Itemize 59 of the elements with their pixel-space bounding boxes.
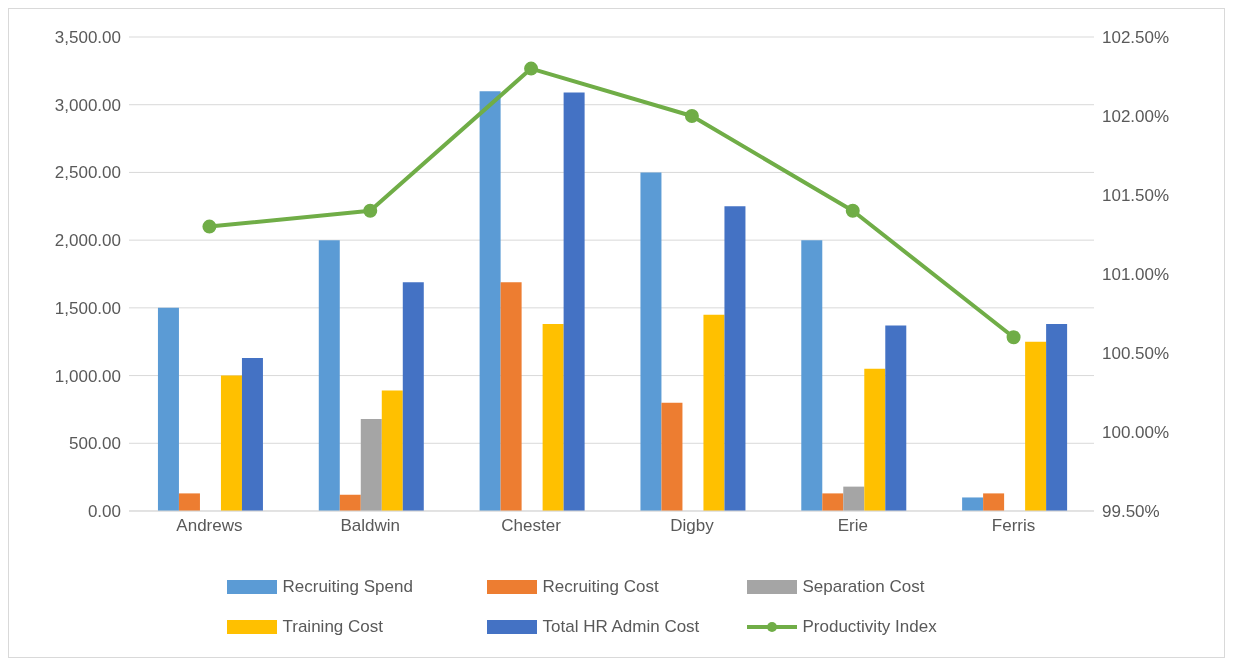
point xyxy=(524,61,539,76)
legend-label: Separation Cost xyxy=(802,577,925,597)
bar xyxy=(339,494,361,511)
bar xyxy=(241,357,263,511)
y2-tick-label: 100.50% xyxy=(1102,344,1170,364)
legend-label: Productivity Index xyxy=(802,617,937,637)
y-tick-label: 1,500.00 xyxy=(54,298,121,318)
bar xyxy=(801,240,823,511)
bar xyxy=(822,493,844,511)
y2-tick-label: 99.50% xyxy=(1102,502,1160,522)
y-tick-label: 3,000.00 xyxy=(54,95,121,115)
bar xyxy=(843,486,865,511)
bar xyxy=(542,324,564,511)
point xyxy=(363,203,378,218)
legend-label: Total HR Admin Cost xyxy=(542,617,700,637)
y-tick-label: 500.00 xyxy=(69,434,121,454)
bar xyxy=(1025,341,1047,511)
point xyxy=(1006,330,1021,345)
legend-label: Recruiting Spend xyxy=(282,577,413,597)
y-tick-label: 2,500.00 xyxy=(54,163,121,183)
y-tick-label: 3,500.00 xyxy=(54,28,121,48)
bar xyxy=(983,493,1005,511)
legend-label: Training Cost xyxy=(282,617,383,637)
bar xyxy=(157,307,179,511)
bar xyxy=(479,91,501,511)
y-tick-label: 0.00 xyxy=(87,502,121,522)
bar xyxy=(500,282,522,511)
y2-tick-label: 101.00% xyxy=(1102,265,1170,285)
bar xyxy=(885,325,907,511)
bar xyxy=(220,375,242,511)
bar xyxy=(962,497,984,511)
point xyxy=(684,109,699,123)
y2-tick-label: 102.50% xyxy=(1102,28,1170,48)
bar xyxy=(703,314,725,511)
bar xyxy=(1046,324,1068,511)
x-tick-label: Erie xyxy=(837,516,868,536)
x-tick-label: Digby xyxy=(670,516,715,536)
x-tick-label: Baldwin xyxy=(340,516,401,536)
y-tick-label: 1,000.00 xyxy=(54,366,121,386)
y2-tick-label: 101.50% xyxy=(1102,186,1170,206)
bar xyxy=(360,418,382,511)
y2-tick-label: 102.00% xyxy=(1102,107,1170,127)
legend-label: Recruiting Cost xyxy=(542,577,659,597)
bar xyxy=(563,92,585,511)
y-tick-label: 2,000.00 xyxy=(54,231,121,251)
bar xyxy=(381,390,403,511)
point xyxy=(845,203,860,218)
x-tick-label: Ferris xyxy=(991,516,1036,536)
x-tick-label: Chester xyxy=(501,516,562,536)
bar xyxy=(640,172,662,511)
bar xyxy=(402,282,424,511)
bar xyxy=(178,493,200,511)
x-tick-label: Andrews xyxy=(176,516,243,536)
bar xyxy=(864,368,886,511)
bar xyxy=(724,206,746,511)
point xyxy=(202,219,217,234)
y2-tick-label: 100.00% xyxy=(1102,423,1170,443)
bar xyxy=(661,402,683,511)
bar xyxy=(318,240,340,511)
